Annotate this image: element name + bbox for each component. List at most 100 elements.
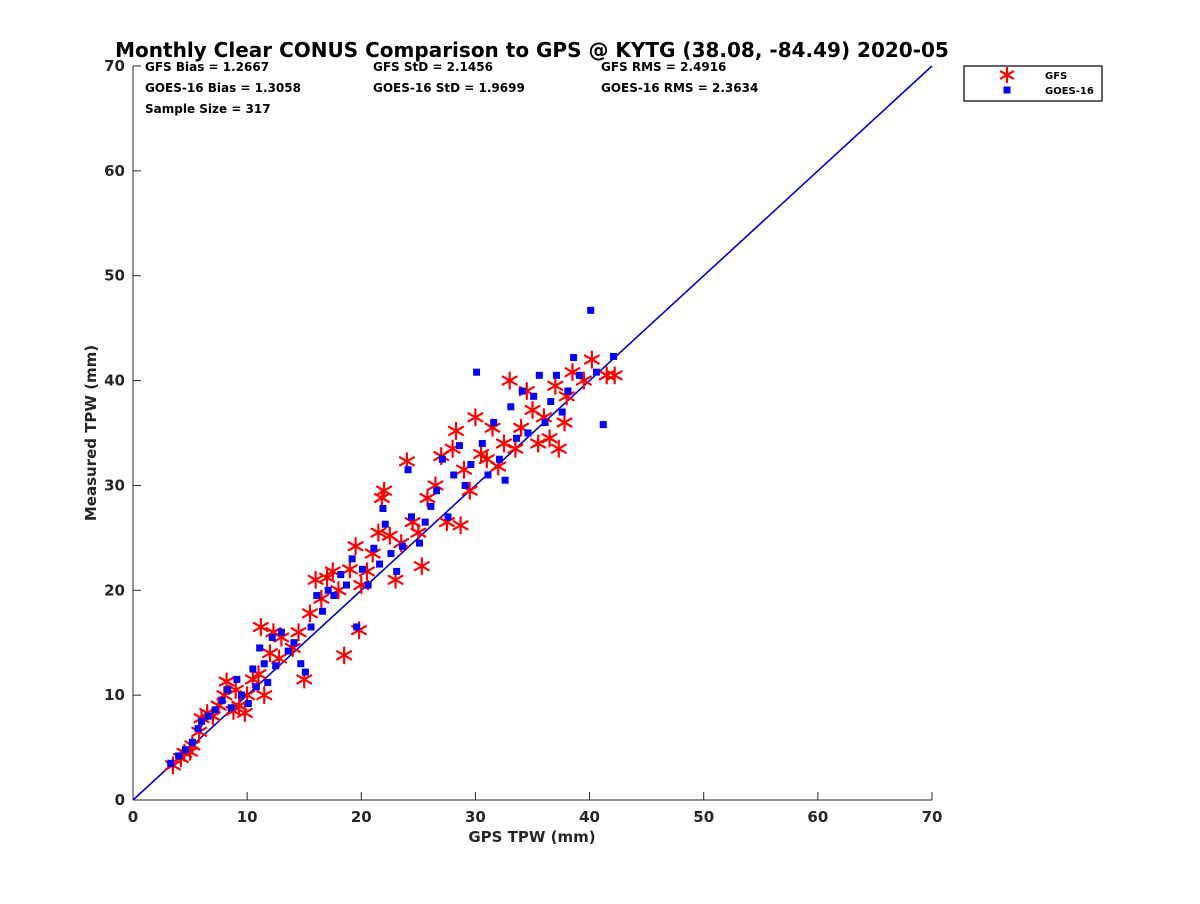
stat-text: GFS StD = 2.1456: [373, 60, 493, 74]
data-point-goes16: [478, 439, 486, 447]
data-point-goes16: [381, 520, 389, 528]
legend-box: [963, 65, 1103, 102]
data-point-gfs: [547, 376, 564, 395]
data-point-goes16: [167, 759, 175, 767]
data-point-goes16: [599, 421, 607, 429]
data-point-goes16: [398, 542, 406, 550]
x-axis-label: GPS TPW (mm): [468, 828, 595, 846]
data-point-gfs: [341, 560, 358, 579]
x-tick-label: 20: [351, 808, 372, 826]
data-point-gfs: [413, 557, 430, 576]
legend-goes16-marker: [1003, 86, 1011, 94]
data-point-goes16: [387, 550, 395, 558]
data-point-gfs: [447, 421, 465, 441]
data-point-goes16: [408, 513, 416, 521]
stat-text: Sample Size = 317: [145, 102, 271, 116]
data-point-goes16: [530, 392, 538, 400]
data-point-gfs: [467, 408, 484, 427]
data-point-gfs: [452, 516, 469, 535]
y-tick-label: 60: [104, 162, 125, 180]
y-tick-label: 40: [104, 372, 125, 390]
data-point-goes16: [290, 639, 298, 647]
data-point-gfs: [530, 434, 547, 453]
data-point-goes16: [197, 717, 205, 725]
data-point-goes16: [252, 683, 260, 691]
data-point-goes16: [438, 455, 446, 463]
data-point-goes16: [272, 662, 280, 670]
data-point-goes16: [376, 560, 384, 568]
data-point-goes16: [444, 513, 452, 521]
data-point-goes16: [297, 660, 305, 668]
data-point-goes16: [204, 712, 212, 720]
data-point-gfs: [347, 537, 364, 556]
data-point-gfs: [301, 604, 318, 623]
x-tick-label: 60: [807, 808, 828, 826]
stat-text: GFS Bias = 1.2667: [145, 60, 269, 74]
data-point-gfs: [290, 623, 307, 642]
data-point-gfs: [236, 703, 253, 723]
data-point-gfs: [524, 400, 541, 420]
data-point-goes16: [507, 403, 515, 411]
data-point-goes16: [421, 518, 429, 526]
data-point-goes16: [284, 647, 292, 655]
data-point-goes16: [575, 371, 583, 379]
data-point-goes16: [237, 691, 245, 699]
data-point-goes16: [260, 660, 268, 668]
data-point-goes16: [227, 704, 235, 712]
data-point-goes16: [461, 481, 469, 489]
data-point-gfs: [550, 439, 567, 458]
data-point-goes16: [324, 586, 332, 594]
data-point-goes16: [547, 398, 555, 406]
data-point-goes16: [415, 539, 423, 547]
data-point-goes16: [564, 387, 572, 395]
x-tick-label: 70: [922, 808, 943, 826]
data-point-gfs: [495, 434, 512, 453]
stat-text: GOES-16 Bias = 1.3058: [145, 81, 301, 95]
data-point-goes16: [484, 471, 492, 479]
data-point-goes16: [249, 665, 257, 673]
data-point-gfs: [256, 686, 273, 705]
data-point-goes16: [473, 368, 481, 376]
data-point-goes16: [501, 476, 509, 484]
data-point-goes16: [570, 354, 578, 362]
data-point-gfs: [410, 523, 427, 542]
data-point-goes16: [277, 628, 285, 636]
data-point-goes16: [404, 466, 412, 474]
data-point-goes16: [256, 644, 264, 652]
data-point-goes16: [393, 567, 401, 575]
data-point-goes16: [587, 306, 595, 314]
data-point-goes16: [330, 592, 338, 600]
stat-text: GOES-16 StD = 1.9699: [373, 81, 525, 95]
y-tick-label: 10: [104, 686, 125, 704]
data-point-goes16: [342, 581, 350, 589]
data-point-goes16: [427, 502, 435, 510]
data-point-goes16: [535, 371, 543, 379]
data-point-goes16: [524, 429, 532, 437]
data-point-gfs: [261, 644, 278, 663]
data-point-goes16: [364, 581, 372, 589]
data-point-gfs: [606, 366, 623, 385]
data-point-goes16: [379, 504, 387, 512]
data-point-goes16: [301, 668, 309, 676]
data-point-goes16: [455, 442, 463, 450]
data-point-gfs: [501, 371, 518, 390]
data-point-goes16: [188, 738, 196, 746]
y-tick-label: 30: [104, 476, 125, 494]
data-point-goes16: [307, 623, 315, 631]
data-point-goes16: [337, 571, 345, 579]
data-point-goes16: [313, 592, 321, 600]
x-tick-label: 40: [579, 808, 600, 826]
data-point-goes16: [318, 607, 326, 615]
data-point-goes16: [244, 700, 252, 708]
data-point-gfs: [541, 429, 558, 448]
legend-label: GOES-16: [1045, 86, 1094, 97]
data-point-goes16: [513, 434, 521, 442]
data-point-gfs: [376, 481, 393, 500]
series-gfs: [164, 350, 623, 775]
x-tick-label: 50: [693, 808, 714, 826]
x-tick-label: 0: [128, 808, 138, 826]
data-point-goes16: [348, 555, 356, 563]
y-axis-label: Measured TPW (mm): [82, 345, 100, 521]
data-point-goes16: [518, 387, 526, 395]
data-point-goes16: [490, 419, 498, 427]
